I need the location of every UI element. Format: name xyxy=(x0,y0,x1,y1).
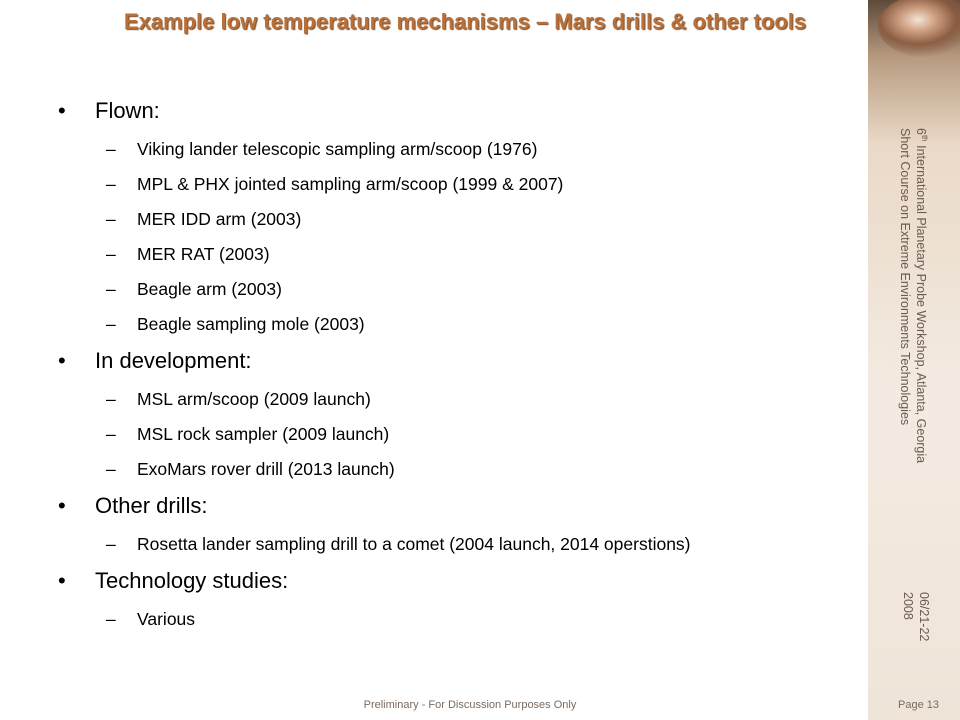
course-line: Short Course on Extreme Environments Tec… xyxy=(897,128,912,426)
list-item: – MER IDD arm (2003) xyxy=(58,208,848,230)
dash-icon: – xyxy=(106,244,116,264)
dash-icon: – xyxy=(106,139,116,159)
list-item: – Beagle sampling mole (2003) xyxy=(58,313,848,335)
footer-disclaimer: Preliminary - For Discussion Purposes On… xyxy=(363,699,577,711)
dash-icon: – xyxy=(106,174,116,194)
date-caption: 06/21-22 2008 xyxy=(870,592,940,672)
planet-image xyxy=(878,0,960,58)
workshop-caption: 6th International Planetary Probe Worksh… xyxy=(870,128,940,508)
dash-icon: – xyxy=(106,609,116,629)
slide-body: • Flown: – Viking lander telescopic samplin… xyxy=(58,98,848,643)
list-item-text: MER RAT (2003) xyxy=(137,244,270,264)
dash-icon: – xyxy=(106,389,116,409)
section-heading-text: In development: xyxy=(95,348,252,373)
dash-icon: – xyxy=(106,314,116,334)
decorative-side-band xyxy=(868,0,960,720)
list-item: – Beagle arm (2003) xyxy=(58,278,848,300)
list-item-text: Rosetta lander sampling drill to a comet… xyxy=(137,534,691,554)
section-heading-text: Technology studies: xyxy=(95,568,289,593)
section-heading: • Technology studies: xyxy=(58,568,848,594)
list-item-text: Beagle arm (2003) xyxy=(137,279,282,299)
list-item-text: MPL & PHX jointed sampling arm/scoop (19… xyxy=(137,174,564,194)
list-item-text: Viking lander telescopic sampling arm/sc… xyxy=(137,139,538,159)
section-heading: • Other drills: xyxy=(58,493,848,519)
dash-icon: – xyxy=(106,279,116,299)
bullet-icon: • xyxy=(58,493,66,518)
date-line-2: 2008 xyxy=(901,592,915,620)
list-item-text: Beagle sampling mole (2003) xyxy=(137,314,365,334)
date-line-1: 06/21-22 xyxy=(917,592,931,642)
list-item-text: MSL rock sampler (2009 launch) xyxy=(137,424,390,444)
section-heading-text: Other drills: xyxy=(95,493,208,518)
list-item: – MPL & PHX jointed sampling arm/scoop (1… xyxy=(58,173,848,195)
list-item: – Various xyxy=(58,608,848,630)
list-item-text: ExoMars rover drill (2013 launch) xyxy=(137,459,395,479)
slide-title: Example low temperature mechanisms – Mar… xyxy=(123,9,807,34)
list-item-text: MER IDD arm (2003) xyxy=(137,209,302,229)
list-item: – Rosetta lander sampling drill to a come… xyxy=(58,533,848,555)
list-item: – ExoMars rover drill (2013 launch) xyxy=(58,458,848,480)
section-heading-text: Flown: xyxy=(95,98,160,123)
bullet-icon: • xyxy=(58,348,66,373)
dash-icon: – xyxy=(106,534,116,554)
dash-icon: – xyxy=(106,209,116,229)
dash-icon: – xyxy=(106,459,116,479)
dash-icon: – xyxy=(106,424,116,444)
list-item: – Viking lander telescopic sampling arm/s… xyxy=(58,138,848,160)
list-item: – MSL arm/scoop (2009 launch) xyxy=(58,388,848,410)
list-item: – MER RAT (2003) xyxy=(58,243,848,265)
page-number: Page 13 xyxy=(898,699,939,711)
section-heading: • Flown: xyxy=(58,98,848,124)
list-item-text: MSL arm/scoop (2009 launch) xyxy=(137,389,371,409)
section-heading: • In development: xyxy=(58,348,848,374)
bullet-icon: • xyxy=(58,568,66,593)
workshop-line: 6th International Planetary Probe Worksh… xyxy=(913,128,929,464)
list-item-text: Various xyxy=(137,609,196,629)
list-item: – MSL rock sampler (2009 launch) xyxy=(58,423,848,445)
bullet-icon: • xyxy=(58,98,66,123)
